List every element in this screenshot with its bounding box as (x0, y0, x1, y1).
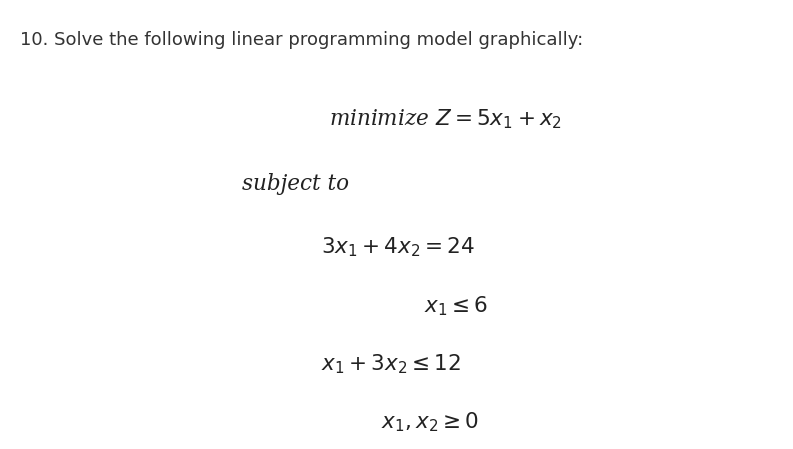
Text: 10. Solve the following linear programming model graphically:: 10. Solve the following linear programmi… (20, 31, 583, 49)
Text: $x_1 + 3x_2 \leq 12$: $x_1 + 3x_2 \leq 12$ (321, 352, 462, 376)
Text: minimize $Z = 5x_1 + x_2$: minimize $Z = 5x_1 + x_2$ (329, 108, 562, 132)
Text: subject to: subject to (242, 173, 349, 195)
Text: $x_1 \leq 6$: $x_1 \leq 6$ (424, 294, 488, 318)
Text: $3x_1 + 4x_2 = 24$: $3x_1 + 4x_2 = 24$ (321, 236, 475, 260)
Text: $x_{1}, x_2 \geq 0$: $x_{1}, x_2 \geq 0$ (381, 411, 479, 435)
